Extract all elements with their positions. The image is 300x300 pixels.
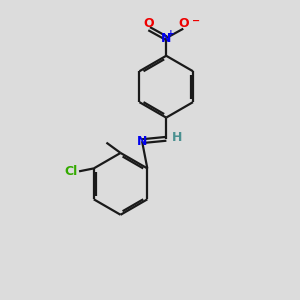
Text: Cl: Cl — [64, 165, 77, 178]
Text: O: O — [143, 17, 154, 30]
Text: O: O — [178, 17, 189, 30]
Text: N: N — [137, 135, 147, 148]
Text: +: + — [167, 28, 175, 38]
Text: N: N — [161, 32, 171, 45]
Text: H: H — [172, 131, 183, 144]
Text: −: − — [192, 16, 200, 26]
